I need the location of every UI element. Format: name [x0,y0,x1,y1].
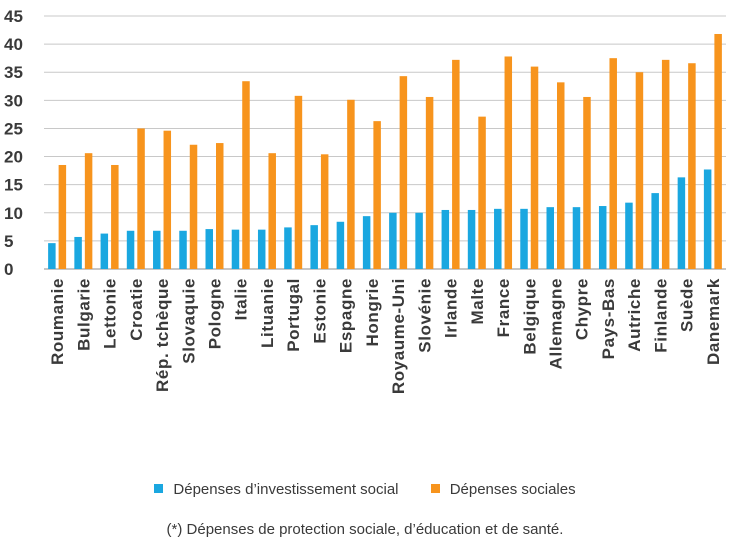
bar-social [688,63,696,269]
y-tick-label: 25 [4,119,23,138]
bar-social [661,59,670,269]
y-tick-label: 35 [4,63,23,82]
bar-investment [677,177,686,269]
x-tick-label: Danemark [704,278,723,365]
bar-social [557,82,565,269]
bar-investment [494,208,502,269]
bar-investment [598,206,607,269]
bar-social [242,81,250,270]
x-tick-label: Chypre [573,278,592,340]
y-tick-label: 5 [4,232,13,251]
bar-investment [362,216,371,269]
bar-social [425,96,434,270]
bar-investment [100,233,109,269]
y-tick-label: 45 [4,7,23,26]
bar-investment [546,207,554,269]
bar-social [137,128,145,269]
x-tick-label: Hongrie [363,278,382,346]
bar-investment [126,230,135,269]
x-tick-label: Espagne [337,278,356,353]
bar-investment [231,229,240,269]
x-tick-label: Autriche [625,278,644,352]
bar-social [635,72,644,269]
bar-investment [703,169,712,269]
bar-social [478,116,486,269]
bar-chart: 0 5 10 15 20 25 30 35 40 45 Roumanie Bulgarie Letton… [4,7,726,394]
x-tick-label: France [494,278,513,337]
legend-label-investment: Dépenses d’investissement social [173,481,399,498]
legend-item-social: Dépenses sociales [430,481,576,498]
x-tick-label: Bulgarie [74,278,93,351]
bar-investment [153,230,161,269]
x-tick-label: Allemagne [547,278,566,369]
legend-swatch-social [430,484,440,493]
bar-social [530,66,539,269]
bar-social [504,56,513,270]
bar-social [216,143,224,269]
bar-investment [467,209,476,269]
y-tick-label: 0 [4,260,13,279]
y-tick-label: 20 [4,148,23,167]
bar-social [609,58,617,269]
bar-social [111,164,119,269]
x-tick-label: Belgique [520,278,539,355]
x-tick-label: Pologne [206,278,225,349]
x-tick-label: Rép. tchèque [153,278,172,392]
bar-social [714,33,722,269]
y-tick-label: 30 [4,91,23,110]
bar-investment [441,209,450,269]
bar-social [58,164,67,269]
x-tick-label: Slovaquie [179,278,198,364]
x-tick-label: Lituanie [258,278,277,348]
x-tick-label: Portugal [284,278,303,352]
x-tick-label: Finlande [651,278,670,353]
bar-investment [310,225,318,269]
bar-investment [389,212,397,269]
bar-investment [520,208,528,269]
bar-social [399,76,408,269]
x-tick-label: Malte [468,278,487,324]
bar-social [84,153,93,269]
bar-investment [572,207,581,269]
bar-social [347,99,355,269]
x-tick-label: Croatie [127,278,146,341]
bar-investment [74,236,82,269]
bar-social [452,59,460,269]
footnote: (*) Dépenses de protection sociale, d’éd… [166,521,564,538]
bar-investment [415,212,423,269]
x-tick-label: Italie [232,278,251,320]
bar-social [163,130,172,269]
y-tick-label: 40 [4,35,23,54]
legend-label-social: Dépenses sociales [449,481,576,498]
bar-investment [205,229,213,269]
bar-investment [48,243,56,269]
bar-social [294,95,303,269]
bar-investment [257,229,266,269]
x-tick-label: Suède [678,278,697,332]
bar-investment [625,202,633,269]
bar-social [373,121,381,269]
bar-social [189,144,198,269]
y-tick-label: 15 [4,176,23,195]
x-tick-label: Irlande [442,278,461,338]
legend: Dépenses d’investissement social Dépense… [0,481,730,498]
bar-investment [651,193,659,269]
legend-swatch-investment [154,484,164,493]
x-tick-label: Lettonie [101,278,120,349]
bar-investment [179,230,187,269]
bar-social [320,154,329,269]
x-tick-label: Roumanie [48,278,67,365]
legend-item-investment: Dépenses d’investissement social [154,481,399,498]
bar-social [268,153,276,269]
bar-social [583,96,591,270]
x-tick-label: Estonie [310,278,329,344]
x-tick-label: Royaume-Uni [389,278,408,394]
bar-investment [284,227,292,269]
x-tick-label: Pays-Bas [599,278,618,359]
x-tick-label: Slovénie [415,278,434,353]
bar-investment [336,221,345,269]
y-tick-label: 10 [4,204,23,223]
